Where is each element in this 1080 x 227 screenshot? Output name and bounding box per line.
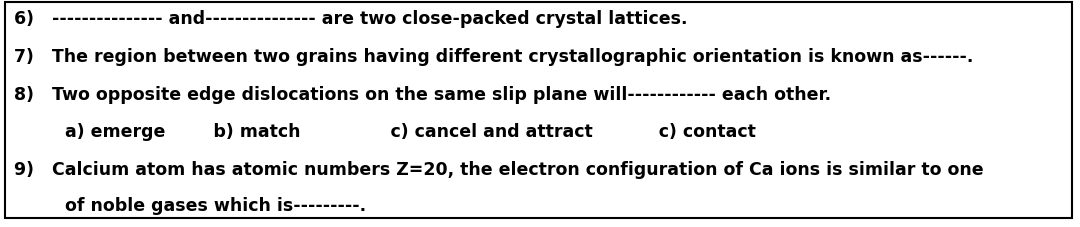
Text: 6)   --------------- and--------------- are two close-packed crystal lattices.: 6) --------------- and--------------- ar…	[14, 10, 688, 28]
Text: 8)   Two opposite edge dislocations on the same slip plane will------------ each: 8) Two opposite edge dislocations on the…	[14, 85, 832, 103]
Text: 9)   Calcium atom has atomic numbers Z=20, the electron configuration of Ca ions: 9) Calcium atom has atomic numbers Z=20,…	[14, 160, 984, 178]
Text: of noble gases which is---------.: of noble gases which is---------.	[65, 196, 366, 214]
Text: a) emerge        b) match               c) cancel and attract           c) conta: a) emerge b) match c) cancel and attract…	[65, 123, 756, 141]
Text: 7)   The region between two grains having different crystallographic orientation: 7) The region between two grains having …	[14, 48, 973, 66]
